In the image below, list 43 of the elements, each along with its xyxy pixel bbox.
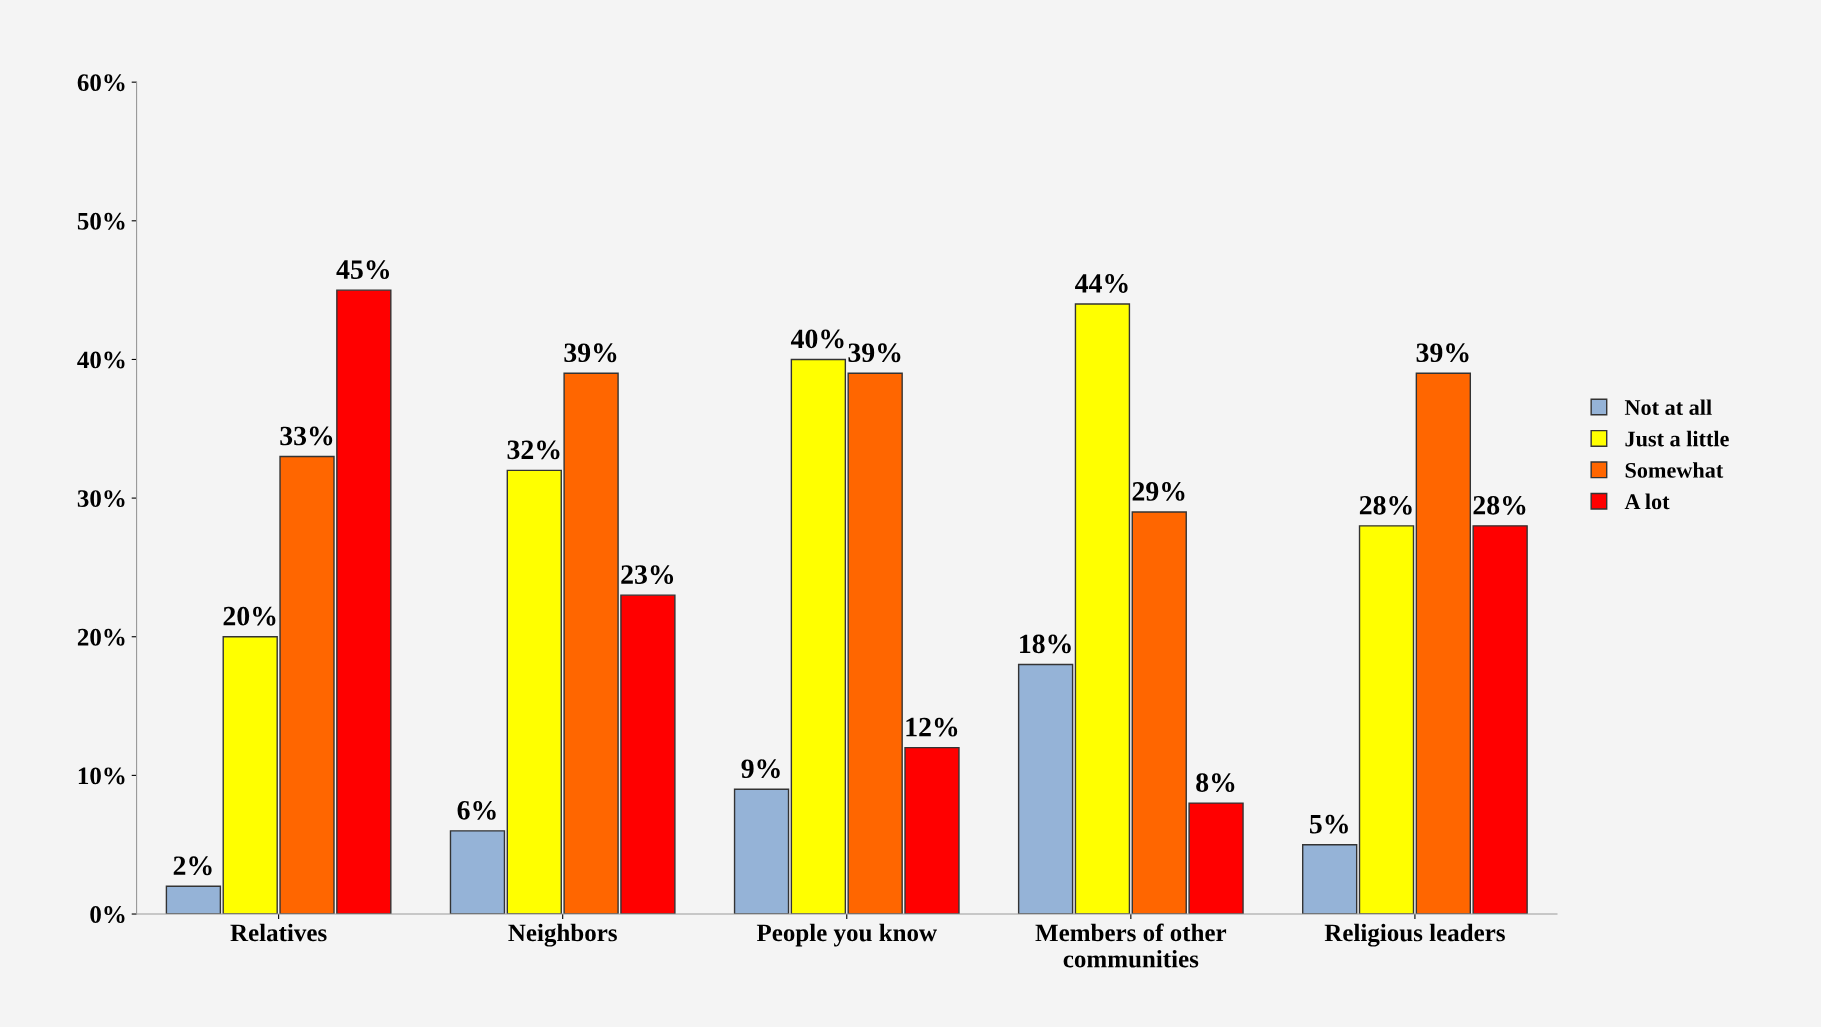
data-label: 9%: [741, 759, 780, 779]
y-tick-label: 10%: [78, 767, 125, 785]
legend-label: Just a little: [1625, 430, 1729, 447]
data-label: 28%: [1473, 495, 1526, 515]
data-label: 39%: [564, 343, 617, 363]
data-label: 2%: [173, 856, 212, 876]
legend-label: Somewhat: [1625, 462, 1724, 478]
x-tick-label: Neighbors: [508, 923, 617, 947]
bar: [1017, 663, 1074, 915]
data-label: 6%: [457, 800, 496, 820]
x-tick-label: Religious leaders: [1324, 923, 1505, 947]
data-label: 39%: [848, 343, 901, 363]
data-label: 39%: [1416, 343, 1469, 363]
bar: [733, 788, 790, 915]
y-tick-label: 60%: [77, 74, 125, 92]
data-label: 32%: [507, 440, 560, 460]
data-label: 23%: [621, 565, 674, 585]
y-tick-label: 30%: [77, 490, 125, 508]
bar: [1302, 844, 1358, 915]
y-tick-label: 20%: [77, 628, 125, 646]
bar: [1074, 303, 1131, 915]
y-tick-label: 50%: [77, 212, 125, 230]
bar: [449, 830, 506, 915]
x-tick-label: People you know: [756, 923, 937, 947]
data-label: 28%: [1359, 495, 1412, 515]
x-tick-label: Relatives: [230, 923, 327, 942]
bar: [165, 885, 222, 915]
data-label: 18%: [1020, 634, 1071, 654]
data-label: 20%: [223, 606, 276, 626]
data-label: 45%: [336, 260, 390, 280]
y-tick-label: 40%: [77, 351, 125, 369]
data-label: 8%: [1196, 773, 1235, 793]
x-tick-label: Members of other communities: [1035, 923, 1227, 968]
data-label: 12%: [906, 717, 958, 737]
legend-label: A lot: [1624, 493, 1670, 510]
data-label: 33%: [280, 426, 333, 446]
legend-label: Not at all: [1624, 399, 1712, 416]
data-label: 29%: [1132, 482, 1185, 501]
bar: [1358, 525, 1415, 915]
data-label: 44%: [1075, 274, 1128, 293]
data-label: 5%: [1309, 814, 1348, 834]
y-tick-label: 0%: [90, 906, 125, 924]
data-label: 40%: [790, 329, 844, 349]
